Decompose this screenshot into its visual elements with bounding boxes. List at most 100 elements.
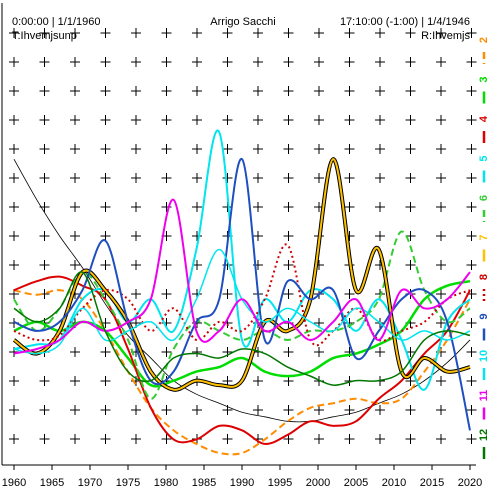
plus: [100, 202, 111, 212]
plus: [314, 57, 324, 67]
series-line: [13, 158, 471, 391]
plus: [314, 405, 324, 415]
x-tick-label: 1995: [268, 477, 292, 489]
plus: [466, 115, 477, 125]
plus: [222, 57, 233, 67]
series-line: [13, 275, 471, 445]
plus: [70, 231, 80, 241]
plus: [375, 434, 385, 444]
legend-label: 10: [478, 350, 490, 362]
plus: [283, 376, 294, 386]
plus: [436, 57, 446, 67]
plus: [100, 173, 111, 183]
plus: [9, 57, 19, 67]
plus: [466, 28, 477, 38]
plus: [253, 202, 263, 212]
plus: [405, 86, 416, 96]
legend-label: 5: [478, 155, 490, 161]
plus: [100, 144, 111, 154]
legend-label: 12: [478, 429, 490, 441]
plus: [466, 173, 477, 183]
plus: [405, 202, 416, 212]
plus: [436, 202, 446, 212]
plus: [253, 231, 263, 241]
plus: [70, 57, 80, 67]
plus: [405, 376, 416, 386]
plus: [192, 405, 202, 415]
plus: [131, 28, 141, 38]
plus: [161, 57, 172, 67]
plus: [161, 434, 172, 444]
plus: [39, 28, 50, 38]
plus: [131, 173, 141, 183]
plus: [466, 260, 477, 270]
header-right: 17:10:00 (-1:00) | 1/4/1946: [340, 16, 470, 28]
plus: [70, 86, 80, 96]
plus: [70, 173, 80, 183]
plus: [192, 57, 202, 67]
plus: [375, 115, 385, 125]
plus: [100, 434, 111, 444]
x-tick-label: 1980: [154, 477, 178, 489]
plus: [100, 231, 111, 241]
series-line: [13, 158, 471, 423]
plus: [131, 86, 141, 96]
plus: [161, 347, 172, 357]
series-line: [13, 271, 471, 386]
lines: [12, 129, 471, 456]
plus: [70, 434, 80, 444]
plus: [405, 115, 416, 125]
x-tick-label: 1965: [40, 477, 64, 489]
x-tick-label: 2005: [344, 477, 368, 489]
plus: [131, 289, 141, 299]
plus: [161, 260, 172, 270]
plus: [131, 202, 141, 212]
plus: [436, 318, 446, 328]
plus: [436, 376, 446, 386]
plus: [314, 86, 324, 96]
plus: [39, 376, 50, 386]
plus: [100, 28, 111, 38]
plus: [100, 260, 111, 270]
plus: [253, 86, 263, 96]
legend-label: 6: [478, 195, 490, 201]
plus: [344, 202, 355, 212]
plus: [9, 231, 19, 241]
plus: [436, 260, 446, 270]
plus: [70, 115, 80, 125]
plus: [39, 434, 50, 444]
plus: [131, 260, 141, 270]
plus: [253, 57, 263, 67]
plus: [222, 289, 233, 299]
plus: [375, 347, 385, 357]
plus: [466, 86, 477, 96]
plus: [344, 28, 355, 38]
plus: [192, 347, 202, 357]
plus: [405, 405, 416, 415]
plus: [192, 202, 202, 212]
x-tick-label: 2010: [382, 477, 406, 489]
plus: [253, 173, 263, 183]
plus: [344, 57, 355, 67]
plus: [436, 28, 446, 38]
plus: [375, 231, 385, 241]
plus: [100, 347, 111, 357]
plus: [192, 86, 202, 96]
plus: [100, 57, 111, 67]
plus: [375, 86, 385, 96]
plus: [131, 231, 141, 241]
legend-label: 4: [478, 115, 490, 122]
plus: [314, 28, 324, 38]
plus: [70, 376, 80, 386]
x-tick-label: 1990: [230, 477, 254, 489]
legend-label: 2: [478, 37, 490, 43]
plus: [283, 405, 294, 415]
series-line: [13, 243, 471, 347]
plus: [375, 28, 385, 38]
plus: [436, 115, 446, 125]
plus: [283, 28, 294, 38]
plus: [9, 405, 19, 415]
plus: [466, 144, 477, 154]
